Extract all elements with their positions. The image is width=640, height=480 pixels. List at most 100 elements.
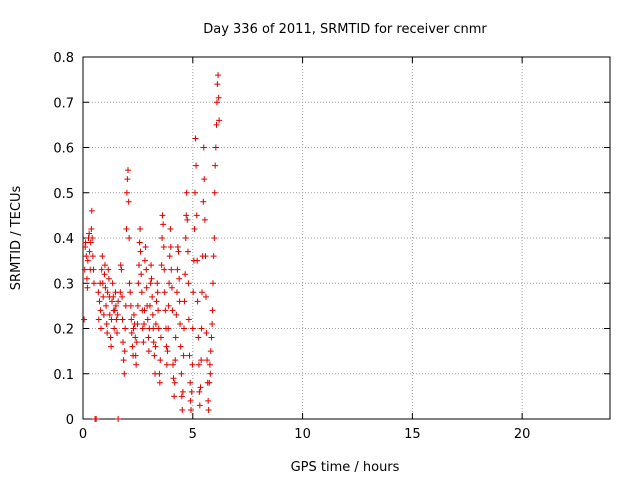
data-point [95,289,102,296]
data-point [133,361,140,368]
data-point [132,352,139,359]
data-point [98,325,105,332]
data-point [165,302,172,309]
x-axis: 0 5 10 15 20 [79,57,531,442]
data-point [206,379,213,386]
data-point [202,253,209,260]
data-point [209,320,216,327]
data-point [137,225,144,232]
data-point [203,330,210,337]
data-point [128,330,135,337]
data-point [118,266,125,273]
data-point [201,176,208,183]
data-point [104,330,111,337]
data-point [119,316,126,323]
data-point [194,257,201,264]
data-point [112,302,119,309]
y-tick-label: 0.2 [53,323,74,338]
data-point [137,248,144,255]
data-point [153,298,160,305]
data-point [105,275,112,282]
data-point [86,248,93,255]
data-point [193,212,200,219]
data-point [178,370,185,377]
data-point [125,167,132,174]
data-point [156,379,163,386]
data-point [172,357,179,364]
data-point [177,320,184,327]
data-point [143,284,150,291]
y-tick-label: 0.3 [53,277,74,292]
data-point [128,316,135,323]
data-point [151,352,158,359]
data-point [174,244,181,251]
data-point [187,397,194,404]
x-tick-label: 20 [514,427,531,442]
data-point [126,280,133,287]
data-point [86,230,93,237]
data-point [144,316,151,323]
data-point [197,384,204,391]
data-point [84,257,91,264]
data-point [195,334,202,341]
data-point [160,221,167,228]
data-point [215,72,222,79]
data-point [93,416,100,422]
data-point [179,388,186,395]
data-point [133,339,140,346]
data-point [186,352,193,359]
data-point [122,325,129,332]
data-point [113,316,120,323]
data-point [194,298,201,305]
data-point [171,393,178,400]
data-point [122,302,129,309]
data-point [181,325,188,332]
data-point [146,302,153,309]
data-point [207,348,214,355]
data-point [212,144,219,151]
data-point [117,262,124,269]
data-point [155,325,162,332]
data-point [167,244,174,251]
data-point [161,289,168,296]
data-point [185,280,192,287]
data-point [134,302,141,309]
data-point [183,212,190,219]
data-point [130,325,137,332]
data-point [157,334,164,341]
data-point [89,253,96,260]
data-point [191,189,198,196]
data-point [123,189,130,196]
data-point [179,406,186,413]
data-point [95,316,102,323]
data-point [169,307,176,314]
data-point [115,416,122,422]
data-point [114,330,121,337]
data-point [209,307,216,314]
data-point [115,298,122,305]
data-point [87,239,94,246]
data-point [199,289,206,296]
x-tick-label: 15 [404,427,421,442]
data-point [97,307,104,314]
data-point [149,311,156,318]
data-point [108,343,115,350]
data-point [124,176,131,183]
data-point [160,244,167,251]
data-point [81,266,88,273]
data-point [168,284,175,291]
data-point [171,379,178,386]
data-point [207,370,214,377]
data-point [143,266,150,273]
data-point [204,357,211,364]
data-point [127,289,134,296]
data-point [213,121,220,128]
data-point [205,397,212,404]
data-point [170,361,177,368]
data-point [83,275,90,282]
data-point [205,406,212,413]
y-tick-label: 0.6 [53,142,74,157]
data-point [165,325,172,332]
data-point [102,284,109,291]
